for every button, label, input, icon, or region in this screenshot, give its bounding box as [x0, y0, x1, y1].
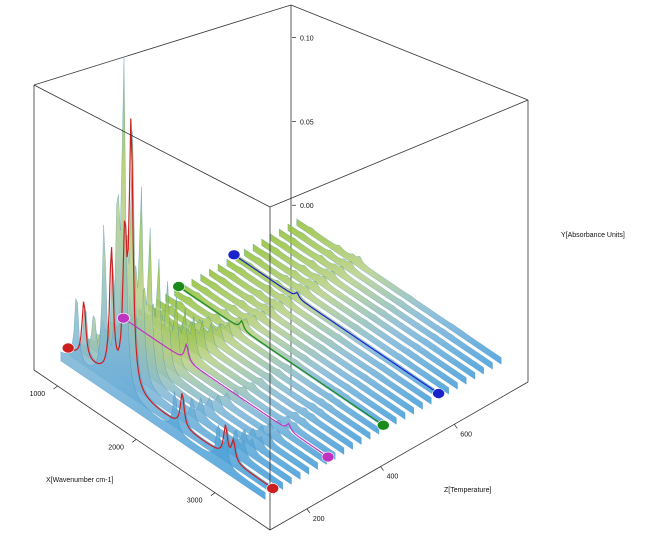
y-tick-label: 0.10	[300, 36, 314, 43]
series-marker	[117, 312, 130, 324]
z-tick-mark	[380, 466, 384, 471]
x-tick-mark	[53, 385, 58, 390]
z-tick-label: 600	[460, 431, 472, 438]
z-tick-label: 200	[313, 516, 325, 523]
series-marker	[227, 249, 241, 261]
surface-slice	[60, 57, 266, 500]
z-tick-label: 400	[387, 474, 399, 481]
surface-slice	[252, 243, 458, 390]
surface-slice	[261, 238, 467, 385]
series-line	[67, 118, 274, 489]
z-tick-mark	[454, 424, 458, 429]
series-marker	[266, 483, 280, 494]
x-tick-label: 3000	[187, 498, 203, 505]
surface-slice	[296, 218, 502, 365]
series-line	[178, 286, 384, 426]
y-tick-label: 0.00	[300, 203, 314, 210]
surface-slice	[279, 228, 484, 375]
x-tick-mark	[132, 439, 137, 443]
x-tick-mark	[210, 492, 216, 496]
surface-slice	[226, 258, 432, 405]
spectral-surface	[60, 57, 502, 500]
series-marker	[321, 451, 335, 463]
z-axis-title: Z[Temperature]	[444, 487, 492, 494]
surface-slice	[217, 263, 423, 410]
surface-slice	[244, 248, 449, 395]
series-marker	[172, 281, 185, 292]
series-marker	[376, 419, 390, 431]
y-axis-title: Y[Absorbance Units]	[561, 232, 625, 239]
surface-slice	[200, 273, 406, 420]
series-markers	[61, 249, 445, 494]
front-box-edges	[33, 84, 529, 531]
x-axis-title: X[Wavenumber cm-1]	[46, 477, 113, 484]
series-line	[123, 317, 329, 458]
surface-slice	[270, 233, 476, 380]
x-tick-label: 1000	[30, 391, 46, 398]
surface-slice	[174, 288, 380, 435]
surface-slice	[287, 223, 493, 370]
series-marker	[61, 342, 75, 354]
series-line	[233, 254, 439, 394]
surface-slice	[191, 278, 397, 425]
series-marker	[432, 388, 445, 399]
surface-slice	[209, 268, 414, 415]
back-box-edges	[33, 4, 529, 395]
y-tick-label: 0.05	[300, 119, 314, 126]
z-tick-mark	[306, 508, 311, 514]
x-tick-label: 2000	[108, 444, 124, 451]
